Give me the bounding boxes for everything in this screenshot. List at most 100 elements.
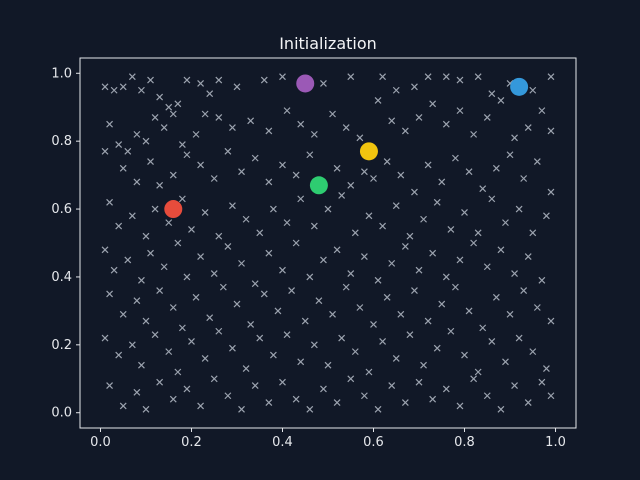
data-point (101, 147, 109, 155)
data-point (188, 225, 195, 233)
data-point (138, 86, 145, 94)
data-point (533, 304, 541, 311)
data-point (429, 100, 437, 108)
data-point (310, 341, 318, 349)
data-point (310, 130, 318, 138)
data-point (279, 73, 286, 81)
data-point (324, 361, 332, 369)
y-tick-label: 0.8 (51, 134, 72, 149)
data-point (379, 338, 387, 345)
data-point (269, 205, 277, 213)
data-point (320, 385, 327, 393)
data-point (256, 229, 264, 237)
data-point (210, 175, 218, 182)
data-point (365, 212, 373, 220)
data-point (128, 73, 136, 81)
axes-frame (79, 57, 577, 429)
data-point (251, 382, 259, 389)
data-point (156, 378, 164, 386)
data-point (392, 354, 400, 362)
data-point (110, 86, 118, 94)
data-point (456, 107, 464, 115)
data-point (133, 297, 141, 305)
data-point (242, 215, 250, 223)
data-point (260, 290, 268, 298)
data-point (515, 205, 523, 213)
data-point (197, 402, 205, 410)
data-point (351, 229, 359, 237)
data-point (465, 307, 473, 315)
data-point (174, 368, 182, 376)
data-point (360, 253, 368, 261)
centroid-marker (359, 142, 378, 161)
data-point (283, 219, 291, 227)
data-point (374, 276, 382, 284)
x-tick-label: 0.0 (90, 435, 111, 450)
data-point (183, 76, 191, 84)
data-point (138, 276, 145, 284)
data-point (238, 259, 245, 267)
data-point (265, 178, 273, 186)
data-point (269, 351, 277, 359)
data-point (301, 317, 309, 325)
data-point (538, 378, 546, 386)
data-point (392, 202, 400, 210)
data-point (506, 151, 514, 159)
data-point (169, 171, 177, 179)
data-point (197, 253, 205, 261)
data-point (492, 293, 500, 301)
data-point (256, 334, 264, 342)
data-point (488, 195, 496, 203)
data-point (347, 375, 355, 383)
data-point (142, 232, 150, 240)
data-point (192, 130, 200, 138)
data-point (442, 73, 450, 81)
data-point (392, 86, 400, 94)
data-point (415, 378, 423, 386)
data-point (306, 273, 314, 281)
data-point (215, 113, 223, 121)
data-point (483, 113, 491, 121)
data-point (497, 405, 505, 413)
data-point (274, 307, 282, 315)
data-point (388, 382, 396, 389)
data-point (401, 242, 409, 250)
y-tick-label: 0.2 (51, 338, 72, 353)
data-point (520, 175, 528, 182)
data-point (415, 266, 423, 274)
data-point (101, 83, 109, 91)
data-point (333, 399, 341, 406)
data-point (515, 334, 523, 342)
data-point (329, 110, 336, 118)
data-point (151, 331, 159, 339)
data-point (524, 399, 532, 406)
data-point (279, 161, 286, 169)
data-point (142, 137, 150, 145)
data-point (497, 246, 505, 254)
x-tick-label: 0.4 (272, 435, 293, 450)
data-point (320, 256, 327, 264)
data-point (401, 127, 409, 135)
data-point (178, 324, 186, 332)
data-point (547, 392, 555, 400)
data-point (420, 361, 427, 369)
data-point (119, 83, 127, 91)
data-point (201, 354, 209, 362)
data-point (397, 310, 405, 318)
data-point (483, 392, 491, 400)
data-point (151, 113, 159, 121)
data-point (533, 158, 541, 165)
data-point (101, 246, 109, 254)
data-point (520, 287, 528, 294)
data-point (183, 385, 191, 393)
data-point (411, 188, 418, 196)
data-point (106, 290, 114, 298)
data-point (479, 185, 487, 193)
data-point (442, 385, 450, 393)
data-point (470, 375, 478, 383)
data-point (474, 368, 482, 376)
data-point (547, 73, 555, 81)
data-point (292, 395, 300, 403)
centroid-marker (510, 77, 529, 96)
